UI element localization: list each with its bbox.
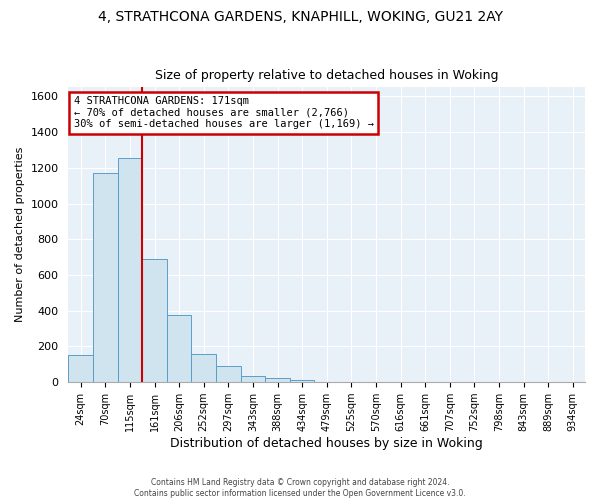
X-axis label: Distribution of detached houses by size in Woking: Distribution of detached houses by size … [170, 437, 483, 450]
Bar [216, 366, 241, 382]
Bar [68, 356, 93, 382]
Bar [265, 378, 290, 382]
Text: 4, STRATHCONA GARDENS, KNAPHILL, WOKING, GU21 2AY: 4, STRATHCONA GARDENS, KNAPHILL, WOKING,… [97, 10, 503, 24]
Text: Contains HM Land Registry data © Crown copyright and database right 2024.
Contai: Contains HM Land Registry data © Crown c… [134, 478, 466, 498]
Title: Size of property relative to detached houses in Woking: Size of property relative to detached ho… [155, 69, 499, 82]
Bar [167, 315, 191, 382]
Bar [142, 259, 167, 382]
Bar [191, 354, 216, 382]
Text: 4 STRATHCONA GARDENS: 171sqm
← 70% of detached houses are smaller (2,766)
30% of: 4 STRATHCONA GARDENS: 171sqm ← 70% of de… [74, 96, 374, 130]
Bar [118, 158, 142, 382]
Y-axis label: Number of detached properties: Number of detached properties [15, 147, 25, 322]
Bar [93, 173, 118, 382]
Bar [290, 380, 314, 382]
Bar [241, 376, 265, 382]
